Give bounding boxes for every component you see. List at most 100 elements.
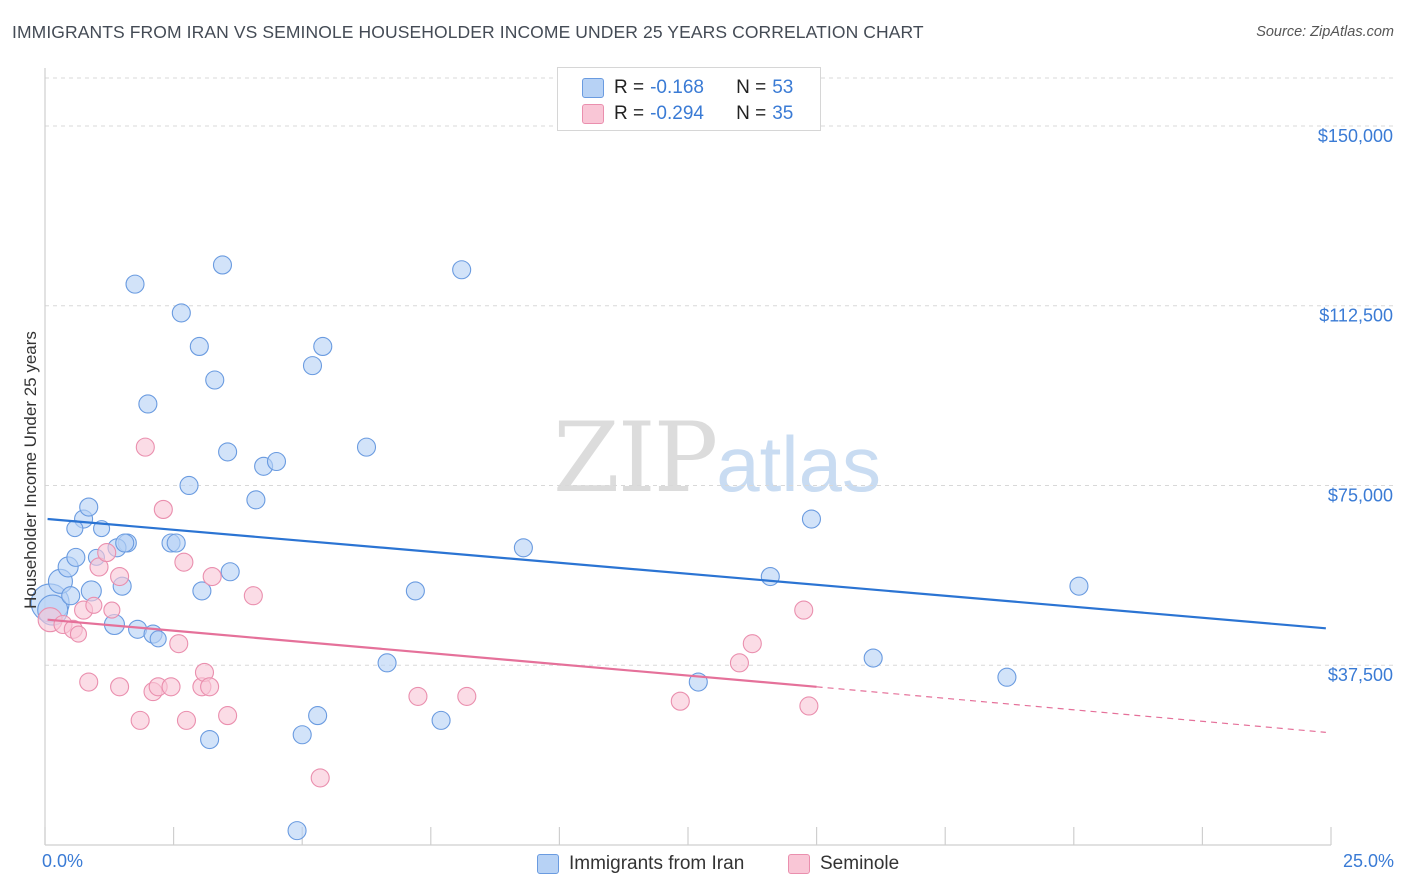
point-iran [189,336,209,357]
point-iran [431,710,451,730]
point-seminole [457,686,477,706]
point-seminole [130,710,150,730]
point-seminole [408,686,428,706]
point-iran [66,547,86,567]
bottom-legend-swatch-seminole [788,854,810,874]
bottom-legend-label-seminole: Seminole [820,853,900,874]
point-iran [66,520,84,538]
point-seminole [169,634,189,654]
x-tick-label-min: 0.0% [42,851,84,871]
point-seminole [161,677,181,697]
series-seminole [37,437,819,788]
point-seminole [79,672,99,692]
legend-n-value: 35 [772,103,794,124]
bottom-legend-seminole[interactable]: Seminole [788,852,899,876]
point-seminole [243,586,263,606]
point-iran [220,562,240,582]
y-tick-label: $37,500 [1328,665,1393,685]
point-iran [997,667,1017,687]
point-iran [200,729,220,750]
watermark: ZIPatlas [553,402,881,514]
point-iran [115,533,135,553]
point-seminole [153,499,173,519]
point-iran [405,581,425,601]
point-iran [452,260,472,280]
series-immigrants-from-iran [30,255,1089,841]
point-iran [313,336,333,357]
point-seminole [176,710,197,730]
point-iran [61,586,81,606]
point-iran [149,630,167,648]
trend-line-iran [47,517,1326,630]
point-iran [179,475,199,496]
point-seminole [202,566,222,587]
source-credit: Source: ZipAtlas.com [1256,24,1394,40]
point-iran [171,303,191,323]
point-iran [760,566,780,587]
legend-row-seminole: R = -0.294 N = 35 [582,102,793,126]
point-iran [1069,576,1089,596]
point-seminole [174,552,194,572]
point-iran [192,581,212,601]
point-seminole [200,677,220,697]
y-axis-label: Householder Income Under 25 years [21,331,40,609]
watermark-atlas: atlas [716,420,881,508]
point-seminole [85,596,103,614]
trend-layer [47,517,1326,733]
legend-r-value: -0.168 [650,77,704,98]
y-axis-label-wrap: Householder Income Under 25 years [16,120,46,820]
point-seminole [729,653,749,673]
trend-line-seminole [47,618,817,688]
y-tick-label: $112,500 [1319,306,1393,326]
bottom-legend-iran[interactable]: Immigrants from Iran [537,852,744,876]
point-seminole [218,706,238,726]
legend-swatch-iran [582,78,604,98]
point-iran [287,821,307,841]
point-seminole [794,600,814,620]
point-iran [863,648,883,668]
legend-row-iran: R = -0.168 N = 53 [582,76,793,100]
x-tick-label-max: 25.0% [1342,851,1394,871]
point-iran [79,497,99,517]
axis-layer [44,68,1332,846]
point-seminole [799,696,819,716]
point-seminole [110,677,130,697]
point-iran [212,255,233,275]
legend-n-value: 53 [772,77,794,98]
point-seminole [670,691,690,711]
point-iran [266,451,287,472]
legend-r-label: R = [614,77,645,98]
point-seminole [110,566,130,587]
point-iran [513,538,533,558]
watermark-zip: ZIP [553,402,718,514]
chart-title: IMMIGRANTS FROM IRAN VS SEMINOLE HOUSEHO… [12,22,924,42]
y-tick-label: $75,000 [1328,485,1393,505]
legend-swatch-seminole [582,104,604,124]
trend-line-seminole-extrapolated [816,686,1326,733]
point-iran [246,490,266,510]
point-iran [356,437,377,457]
y-tick-label: $150,000 [1318,126,1393,146]
bottom-legend-swatch-iran [537,854,559,874]
legend: R = -0.168 N = 53 R = -0.294 N = 35 [557,67,821,131]
point-seminole [97,543,117,563]
point-iran [205,370,225,390]
point-seminole [69,625,87,643]
legend-r-value: -0.294 [650,103,704,124]
point-seminole [103,601,121,619]
point-seminole [742,634,762,654]
bottom-legend-label-iran: Immigrants from Iran [569,853,745,874]
y-tick-labels: $37,500 $75,000 $112,500 $150,000 [1318,126,1393,685]
point-iran [138,394,158,414]
legend-n-label: N = [736,77,767,98]
point-seminole [310,768,330,788]
point-iran [218,442,238,462]
point-iran [166,533,186,553]
point-iran [302,356,323,376]
point-iran [292,725,312,745]
legend-r-label: R = [614,103,645,124]
legend-n-label: N = [736,103,767,124]
point-iran [377,653,397,673]
